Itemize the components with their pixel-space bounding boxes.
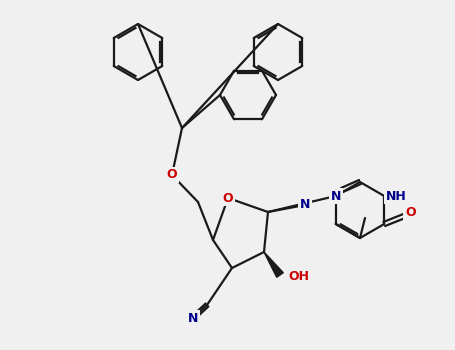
Text: O: O [222, 191, 233, 204]
Text: O: O [167, 168, 177, 182]
Text: N: N [188, 312, 198, 324]
Polygon shape [264, 252, 283, 277]
Text: O: O [405, 205, 415, 218]
Text: OH: OH [288, 271, 309, 284]
Text: N: N [300, 198, 310, 211]
Text: N: N [331, 189, 341, 203]
Text: NH: NH [386, 189, 407, 203]
Text: O: O [331, 189, 341, 203]
